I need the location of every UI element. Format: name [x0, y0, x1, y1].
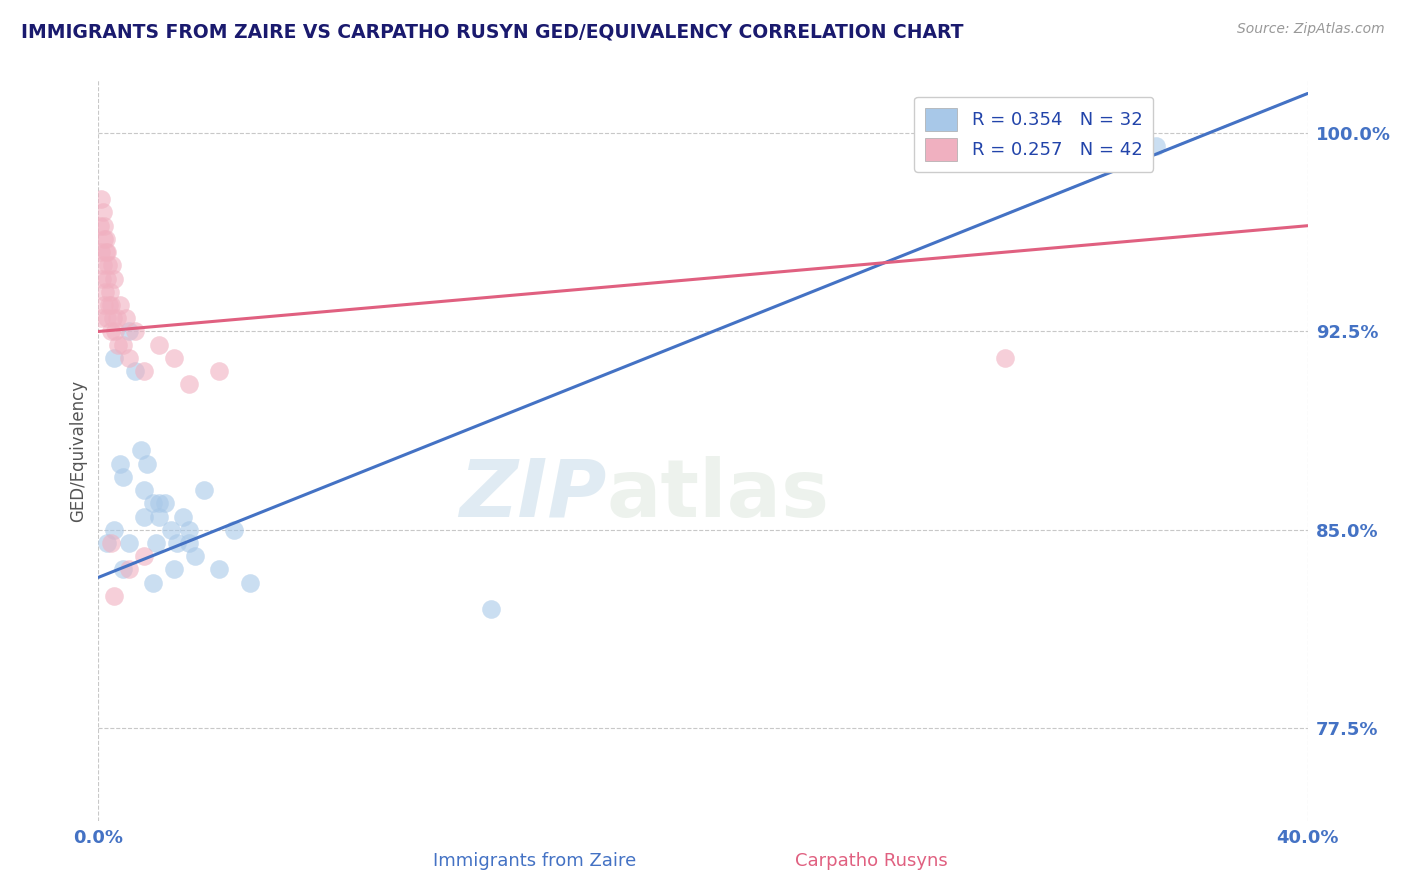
- Text: Carpatho Rusyns: Carpatho Rusyns: [796, 852, 948, 870]
- Point: [148, 496, 170, 510]
- Point: [114, 311, 136, 326]
- Point: [94, 232, 117, 246]
- Point: [179, 377, 201, 392]
- Point: [124, 364, 146, 378]
- Point: [111, 337, 134, 351]
- Point: [93, 219, 115, 233]
- Point: [103, 271, 125, 285]
- Point: [93, 232, 115, 246]
- Point: [142, 496, 165, 510]
- Point: [132, 483, 155, 497]
- Point: [96, 311, 118, 326]
- Point: [179, 536, 201, 550]
- Point: [184, 549, 207, 564]
- Y-axis label: GED/Equivalency: GED/Equivalency: [69, 379, 87, 522]
- Point: [105, 311, 128, 326]
- Point: [96, 271, 118, 285]
- Point: [239, 575, 262, 590]
- Legend: R = 0.354   N = 32, R = 0.257   N = 42: R = 0.354 N = 32, R = 0.257 N = 42: [914, 96, 1153, 172]
- Point: [103, 589, 125, 603]
- Point: [142, 575, 165, 590]
- Point: [208, 364, 231, 378]
- Point: [132, 549, 155, 564]
- Point: [101, 311, 124, 326]
- Point: [91, 259, 114, 273]
- Point: [481, 602, 503, 616]
- Point: [90, 245, 112, 260]
- Point: [96, 245, 118, 260]
- Point: [100, 298, 122, 312]
- Point: [89, 219, 111, 233]
- Point: [193, 483, 215, 497]
- Point: [108, 298, 131, 312]
- Point: [118, 536, 141, 550]
- Point: [163, 562, 186, 576]
- Point: [96, 536, 118, 550]
- Point: [166, 536, 188, 550]
- Point: [179, 523, 201, 537]
- Point: [153, 496, 176, 510]
- Point: [108, 457, 131, 471]
- Point: [100, 325, 122, 339]
- Point: [93, 298, 115, 312]
- Point: [104, 325, 127, 339]
- Point: [145, 536, 167, 550]
- Point: [163, 351, 186, 365]
- Point: [132, 364, 155, 378]
- Point: [111, 562, 134, 576]
- Text: ZIP: ZIP: [458, 456, 606, 534]
- Point: [118, 351, 141, 365]
- Text: Source: ZipAtlas.com: Source: ZipAtlas.com: [1237, 22, 1385, 37]
- Point: [98, 298, 121, 312]
- Point: [224, 523, 246, 537]
- Text: Immigrants from Zaire: Immigrants from Zaire: [433, 852, 636, 870]
- Text: IMMIGRANTS FROM ZAIRE VS CARPATHO RUSYN GED/EQUIVALENCY CORRELATION CHART: IMMIGRANTS FROM ZAIRE VS CARPATHO RUSYN …: [21, 22, 963, 41]
- Point: [132, 509, 155, 524]
- Point: [172, 509, 194, 524]
- Point: [98, 285, 121, 299]
- Point: [94, 245, 117, 260]
- Point: [1146, 139, 1168, 153]
- Text: atlas: atlas: [606, 456, 830, 534]
- Point: [118, 325, 141, 339]
- Point: [103, 523, 125, 537]
- Point: [100, 536, 122, 550]
- Point: [107, 337, 129, 351]
- Point: [91, 205, 114, 219]
- Point: [101, 259, 124, 273]
- Point: [111, 470, 134, 484]
- Point: [994, 351, 1017, 365]
- Point: [94, 285, 117, 299]
- Point: [91, 271, 114, 285]
- Point: [90, 192, 112, 206]
- Point: [148, 509, 170, 524]
- Point: [118, 562, 141, 576]
- Point: [90, 311, 112, 326]
- Point: [103, 351, 125, 365]
- Point: [208, 562, 231, 576]
- Point: [124, 325, 146, 339]
- Point: [97, 259, 120, 273]
- Point: [135, 457, 157, 471]
- Point: [148, 337, 170, 351]
- Point: [129, 443, 152, 458]
- Point: [160, 523, 183, 537]
